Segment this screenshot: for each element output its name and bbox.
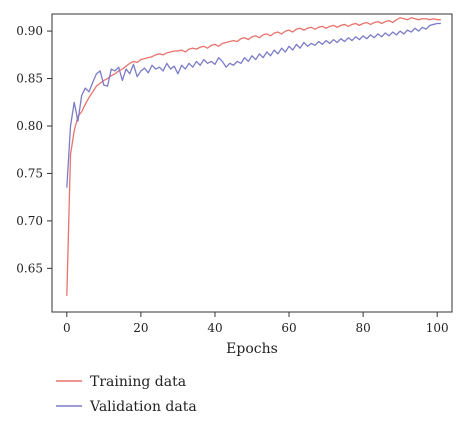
y-tick-label: 0.90 bbox=[16, 24, 43, 38]
plot-frame bbox=[51, 13, 453, 313]
x-tick-label: 20 bbox=[133, 321, 148, 335]
plot-area bbox=[66, 17, 441, 296]
y-tick-label: 0.65 bbox=[16, 261, 43, 275]
y-tick-label: 0.80 bbox=[16, 119, 43, 133]
legend-label-validation: Validation data bbox=[89, 399, 197, 415]
series-line-validation bbox=[66, 22, 441, 188]
legend-label-training: Training data bbox=[90, 374, 186, 390]
x-tick-label: 60 bbox=[281, 321, 296, 335]
legend: Training data Validation data bbox=[56, 374, 197, 415]
x-axis-label: Epochs bbox=[226, 341, 278, 357]
x-tick-label: 80 bbox=[355, 321, 370, 335]
x-tick-label: 0 bbox=[63, 321, 71, 335]
axes: 0 20 40 60 80 100 0.65 0.70 0.75 0.80 0.85 0.90 bbox=[16, 13, 453, 335]
y-tick-label: 0.75 bbox=[16, 166, 43, 180]
x-tick-label: 100 bbox=[426, 321, 449, 335]
y-tick-label: 0.85 bbox=[16, 72, 43, 86]
x-tick-label: 40 bbox=[207, 321, 222, 335]
y-tick-label: 0.70 bbox=[16, 214, 43, 228]
series-line-training bbox=[66, 17, 441, 296]
